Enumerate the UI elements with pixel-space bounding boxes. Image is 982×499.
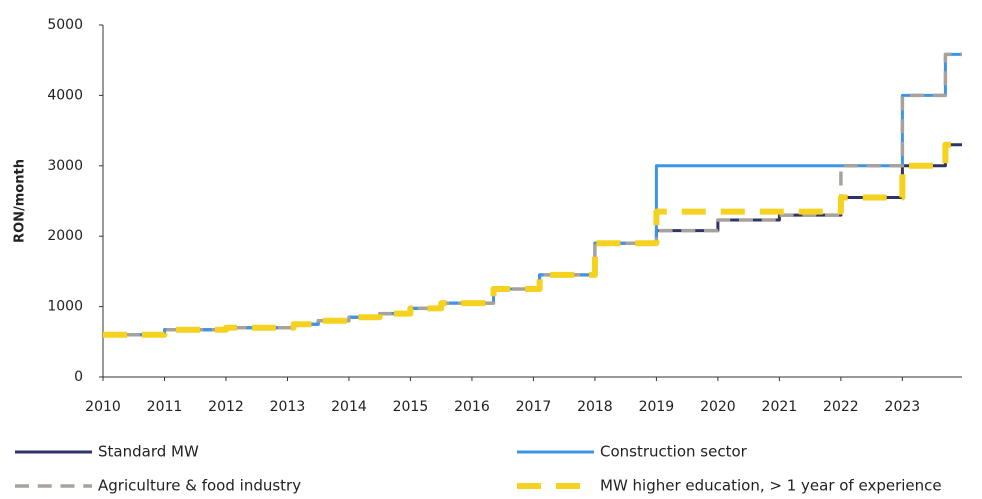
x-tick-label: 2023 (885, 399, 921, 415)
y-tick-label: 4000 (47, 87, 83, 103)
series-line (103, 143, 962, 337)
x-tick-label: 2018 (577, 399, 613, 415)
x-tick-label: 2020 (700, 399, 736, 415)
y-tick-label: 2000 (47, 228, 83, 244)
x-tick-label: 2017 (516, 399, 552, 415)
x-tick-label: 2014 (331, 399, 367, 415)
series-line (103, 52, 962, 337)
y-tick-label: 1000 (47, 299, 83, 315)
x-tick-label: 2016 (454, 399, 490, 415)
legend-label: Standard MW (98, 443, 199, 461)
x-tick-label: 2010 (85, 399, 121, 415)
legend-label: MW higher education, > 1 year of experie… (600, 477, 942, 495)
y-tick-label: 3000 (47, 158, 83, 174)
x-tick-label: 2012 (208, 399, 244, 415)
series-line (103, 52, 962, 337)
x-tick-label: 2013 (270, 399, 306, 415)
x-tick-label: 2021 (762, 399, 798, 415)
y-tick-label: 5000 (47, 17, 83, 33)
series-line (103, 141, 962, 338)
x-tick-label: 2022 (823, 399, 859, 415)
y-axis-label: RON/month (13, 159, 28, 243)
legend-label: Agriculture & food industry (98, 477, 301, 495)
x-tick-label: 2011 (147, 399, 183, 415)
x-tick-label: 2019 (639, 399, 675, 415)
y-tick-label: 0 (74, 369, 83, 385)
x-tick-label: 2015 (393, 399, 429, 415)
legend-label: Construction sector (600, 443, 748, 461)
